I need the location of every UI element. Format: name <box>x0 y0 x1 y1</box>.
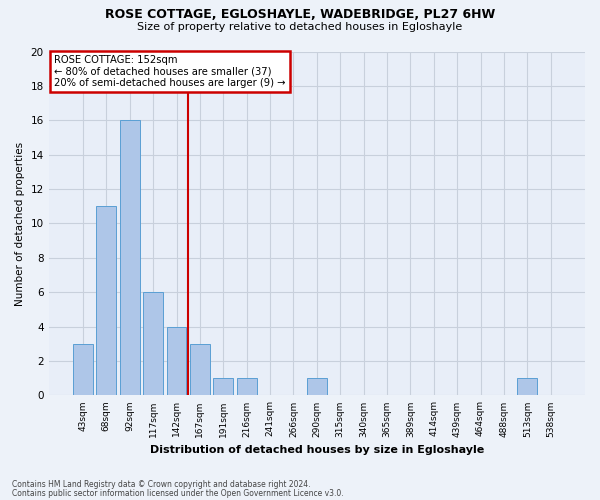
Bar <box>143 292 163 396</box>
Text: ROSE COTTAGE, EGLOSHAYLE, WADEBRIDGE, PL27 6HW: ROSE COTTAGE, EGLOSHAYLE, WADEBRIDGE, PL… <box>105 8 495 20</box>
Bar <box>237 378 257 396</box>
Bar <box>167 326 187 396</box>
Bar <box>517 378 537 396</box>
Text: Size of property relative to detached houses in Egloshayle: Size of property relative to detached ho… <box>137 22 463 32</box>
Text: ROSE COTTAGE: 152sqm
← 80% of detached houses are smaller (37)
20% of semi-detac: ROSE COTTAGE: 152sqm ← 80% of detached h… <box>54 55 286 88</box>
Text: Contains HM Land Registry data © Crown copyright and database right 2024.: Contains HM Land Registry data © Crown c… <box>12 480 311 489</box>
Text: Contains public sector information licensed under the Open Government Licence v3: Contains public sector information licen… <box>12 488 344 498</box>
Bar <box>73 344 93 396</box>
Y-axis label: Number of detached properties: Number of detached properties <box>15 142 25 306</box>
Bar <box>120 120 140 396</box>
Bar <box>307 378 327 396</box>
Bar <box>214 378 233 396</box>
Bar <box>190 344 210 396</box>
X-axis label: Distribution of detached houses by size in Egloshayle: Distribution of detached houses by size … <box>150 445 484 455</box>
Bar <box>97 206 116 396</box>
